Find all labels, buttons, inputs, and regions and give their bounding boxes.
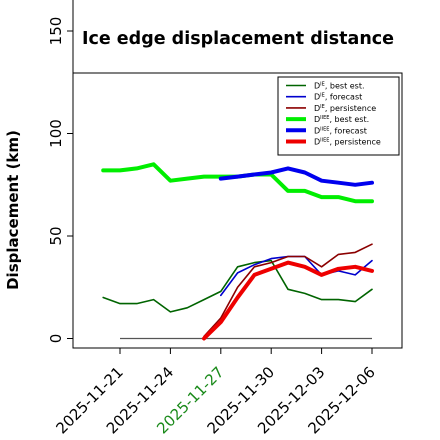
legend: DIE, best est. DIE, forecast DIE, persiste… <box>277 76 400 156</box>
legend-entry: DIE, persistence <box>314 104 376 113</box>
legend-entry: DIE, best est. <box>314 82 365 91</box>
series-line-2 <box>203 243 373 338</box>
series-line-0 <box>102 259 373 313</box>
y-tick-label: 50 <box>47 226 65 245</box>
chart-title: Ice edge displacement distance <box>82 29 394 49</box>
series-line-4 <box>218 166 374 187</box>
legend-entry: DIIEE, forecast <box>314 126 367 135</box>
series-layer <box>101 162 374 341</box>
y-axis-label: Displacement (km) <box>4 130 22 290</box>
legend-entry: DIIEE, best est. <box>314 115 369 124</box>
legend-entry: DIIEE, persistence <box>314 138 381 147</box>
x-axis: 2025-11-212025-11-242025-11-272025-11-30… <box>52 347 379 437</box>
y-tick-label: 150 <box>47 17 65 46</box>
series-line-5 <box>202 260 374 341</box>
y-tick-label: 100 <box>47 119 65 148</box>
legend-entry: DIE, forecast <box>314 93 362 102</box>
y-axis: 050100150200250 <box>47 0 74 344</box>
y-tick-label: 0 <box>47 334 65 344</box>
